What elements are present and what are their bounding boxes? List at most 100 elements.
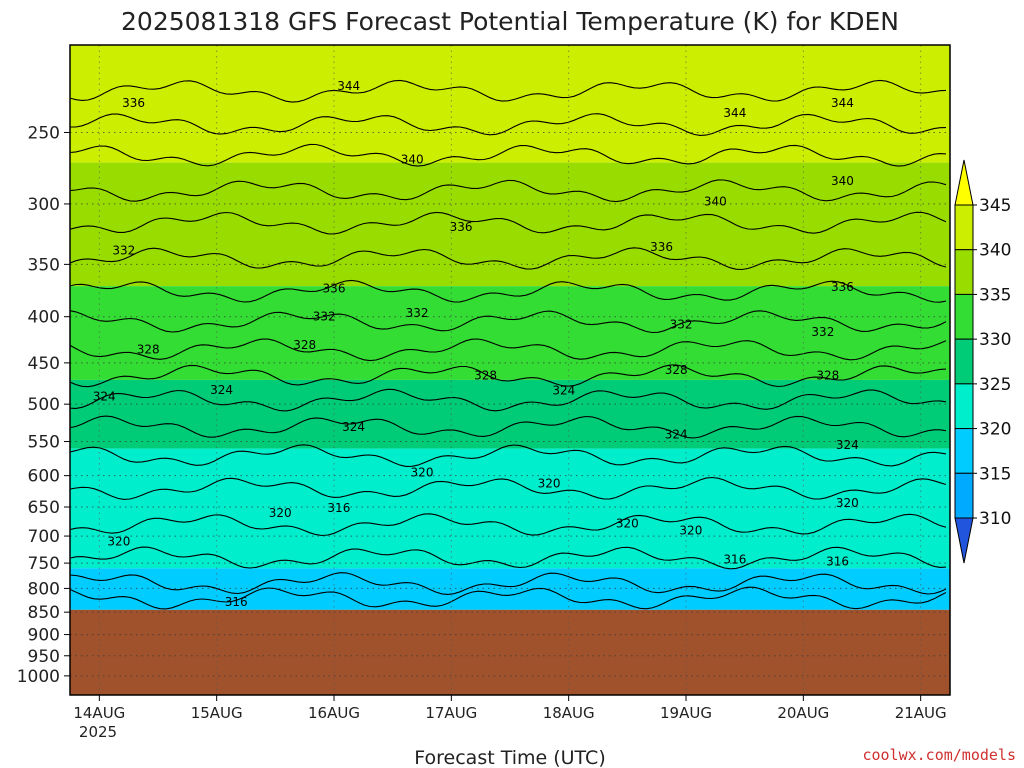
y-tick-label-350: 350 <box>28 255 60 275</box>
contour-label-30: 316 <box>327 501 350 515</box>
colorbar-tick-label-335: 335 <box>979 285 1011 305</box>
y-tick-label-550: 550 <box>28 433 60 453</box>
x-axis: 14AUG 15AUG 16AUG 17AUG 18AUG 19AUG 20AUG 21AUG <box>73 695 947 722</box>
contour-label-37: 316 <box>225 595 248 609</box>
x-tick-label-1: 15AUG <box>191 704 243 722</box>
contour-label-13: 332 <box>406 306 429 320</box>
colorbar-segment-5 <box>954 428 974 474</box>
colorbar-tick-label-325: 325 <box>979 375 1011 395</box>
contour-label-10: 336 <box>323 281 346 295</box>
y-tick-label-700: 700 <box>28 527 60 547</box>
contour-labels: 344 336 344 344 340 340 340 336 336 332 336 336 332 3… <box>93 79 859 609</box>
contour-label-36: 316 <box>826 555 849 569</box>
ground-below-surface <box>70 609 950 695</box>
y-axis: 250 300 350 400 450 500 550 600 650 700 750 800 850 9… <box>17 123 70 687</box>
theta-band-3 <box>70 379 950 449</box>
contour-label-20: 328 <box>816 369 839 383</box>
contour-line-11 <box>70 415 947 439</box>
contour-lines <box>70 79 947 610</box>
contour-label-25: 324 <box>665 427 688 441</box>
colorbar-legend: 345 340 335 330 325 320 315 310 <box>954 159 1011 564</box>
contour-label-14: 332 <box>670 317 693 331</box>
contour-label-2: 344 <box>723 106 746 120</box>
contour-label-33: 320 <box>107 535 130 549</box>
y-tick-label-300: 300 <box>28 195 60 215</box>
contour-line-7 <box>70 310 947 334</box>
contour-line-15 <box>70 546 947 570</box>
y-tick-label-650: 650 <box>28 498 60 518</box>
y-tick-label-1000: 1000 <box>17 667 60 687</box>
x-tick-label-2: 16AUG <box>308 704 360 722</box>
plot-area: 344 336 344 344 340 340 340 336 336 332 336 336 332 3… <box>70 45 950 695</box>
contour-line-2 <box>70 143 947 167</box>
contour-label-1: 336 <box>122 96 145 110</box>
contour-line-13 <box>70 476 947 500</box>
y-tick-label-850: 850 <box>28 603 60 623</box>
contour-line-1 <box>70 113 947 136</box>
contour-line-17 <box>70 586 947 610</box>
y-tick-label-400: 400 <box>28 308 60 328</box>
contour-label-3: 344 <box>831 96 854 110</box>
contour-label-26: 324 <box>836 438 859 452</box>
theta-band-0 <box>70 45 950 163</box>
colorbar-segment-6 <box>954 472 974 519</box>
contour-line-10 <box>70 388 947 412</box>
contour-label-11: 336 <box>831 280 854 294</box>
y-tick-label-600: 600 <box>28 467 60 487</box>
grid-lines <box>70 45 950 695</box>
theta-band-4 <box>70 448 950 569</box>
contour-label-19: 328 <box>665 363 688 377</box>
contour-label-6: 340 <box>704 194 727 208</box>
colorbar-tick-label-320: 320 <box>979 420 1011 440</box>
contour-label-29: 320 <box>269 506 292 520</box>
plot-frame <box>69 44 951 696</box>
contour-label-9: 332 <box>112 244 135 258</box>
contour-label-27: 320 <box>411 465 434 479</box>
x-axis-label: Forecast Time (UTC) <box>414 747 605 768</box>
contour-line-5 <box>70 247 947 271</box>
y-tick-label-450: 450 <box>28 354 60 374</box>
contour-label-23: 324 <box>552 384 575 398</box>
colorbar-tick-label-330: 330 <box>979 330 1011 350</box>
colorbar-segment-2 <box>954 293 974 340</box>
contour-line-16 <box>70 572 947 595</box>
colorbar-segment-4 <box>954 383 974 430</box>
chart-title: 2025081318 GFS Forecast Potential Temper… <box>121 7 899 36</box>
contour-label-15: 332 <box>811 325 834 339</box>
colorbar-tick-label-340: 340 <box>979 241 1011 261</box>
colorbar-tick-label-310: 310 <box>979 509 1011 529</box>
x-tick-label-5: 19AUG <box>660 704 712 722</box>
contour-label-18: 328 <box>474 369 497 383</box>
x-tick-label-3: 17AUG <box>425 704 477 722</box>
x-tick-label-0: 14AUG <box>73 704 125 722</box>
x-tick-label-7: 21AUG <box>895 704 947 722</box>
credit-text: coolwx.com/models <box>862 746 1016 764</box>
contour-label-4: 340 <box>401 153 424 167</box>
contour-line-9 <box>70 364 947 388</box>
contour-label-24: 324 <box>342 420 365 434</box>
colorbar-segment-3 <box>954 338 974 385</box>
y-tick-label-950: 950 <box>28 647 60 667</box>
contour-label-16: 328 <box>137 343 160 357</box>
contour-line-12 <box>70 444 947 467</box>
colorbar-segment-0 <box>954 204 974 251</box>
contour-label-17: 328 <box>293 338 316 352</box>
contour-label-0: 344 <box>337 79 360 93</box>
contour-label-21: 324 <box>93 389 116 403</box>
contour-label-5: 340 <box>831 174 854 188</box>
colorbar-segment-1 <box>954 249 974 295</box>
contour-line-14 <box>70 513 947 537</box>
colorbar-tick-label-345: 345 <box>979 196 1011 216</box>
contour-line-8 <box>70 338 947 362</box>
contour-label-7: 336 <box>450 220 473 234</box>
contour-label-8: 336 <box>650 240 673 254</box>
x-tick-label-4: 18AUG <box>543 704 595 722</box>
contour-label-22: 324 <box>210 383 233 397</box>
y-tick-label-800: 800 <box>28 579 60 599</box>
contour-label-31: 320 <box>616 517 639 531</box>
y-tick-label-750: 750 <box>28 554 60 574</box>
colorbar-bottom-arrow <box>954 517 974 564</box>
contour-label-28: 320 <box>538 476 561 490</box>
y-tick-label-500: 500 <box>28 395 60 415</box>
